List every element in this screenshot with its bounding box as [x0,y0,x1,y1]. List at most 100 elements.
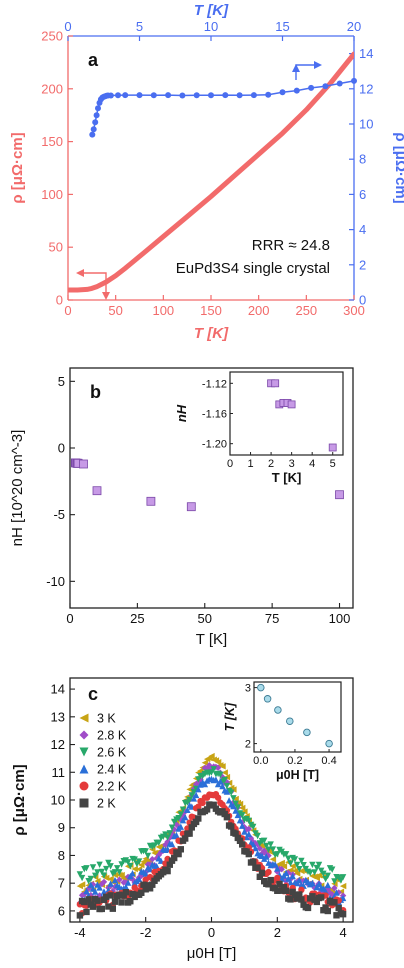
panel-a-left-tick-label: 150 [41,134,63,149]
panel-c-point [300,862,307,869]
panel-a-blue-arrowhead-icon [314,61,322,69]
panel-a-ratio-annotation: RRR ≈ 24.8 [252,237,330,254]
panel-c-y-tick-label: 14 [51,682,65,697]
panel-c-point [267,841,274,848]
panel-a-left-axis-label: ρ [μΩ·cm] [9,132,26,203]
panel-b-letter: b [90,382,101,402]
panel-c-inset-point [257,683,265,692]
panel-c-point [103,874,110,882]
panel-c-point [285,869,292,876]
panel-c-point [282,851,290,858]
panel-c-point [186,786,193,793]
panel-c-point [315,880,323,887]
panel-c-point [263,853,270,860]
panel-a-top-tick-label: 10 [204,19,218,34]
panel-c-point [250,858,257,865]
panel-c-point [164,838,171,845]
panel-b-point [186,502,196,512]
panel-c-inset-point [263,695,272,703]
panel-a-blue-point [122,92,129,99]
panel-b-y-tick-label: -10 [46,574,65,589]
panel-b-inset-x-tick-label: 2 [268,458,274,470]
panel-c-point [177,846,184,853]
panel-c-point [153,862,160,870]
panel-a-right-tick-label: 14 [359,46,373,61]
panel-c-y-tick-label: 10 [51,793,65,808]
panel-c-point [149,856,156,863]
panel-a-left-tick-label: 100 [41,187,63,202]
panel-a-blue-point [93,112,100,119]
panel-a-red-series-line [68,51,354,293]
panel-c-point [155,839,162,846]
panel-c-legend-marker [79,781,89,791]
panel-c-point [339,874,347,881]
panel-c-point [153,855,160,862]
panel-c-point [83,865,90,872]
panel-c-point [124,879,132,886]
panel-c-point [232,795,239,803]
panel-c-point [111,898,119,905]
panel-c-point [94,869,101,876]
panel-c-point [245,850,252,858]
panel-c-point [100,878,108,886]
panel-b-point [335,490,344,500]
panel-c-point [186,830,193,837]
panel-c-point [245,830,252,838]
panel-c-point [228,789,235,796]
panel-c-inset-y-tick-label: 2 [245,739,251,751]
panel-a-blue-point [136,92,143,99]
panel-c-point [146,861,154,868]
panel-a-blue-arrowhead-icon [292,64,300,72]
panel-a-top-tick-label: 20 [347,19,361,34]
panel-c-point [131,856,138,863]
panel-a-blue-point [115,92,121,99]
panel-c-point [245,817,252,824]
panel-c-inset-x-axis-label: μ0H [T] [276,768,319,782]
panel-c-point [138,861,145,869]
panel-c-point [339,911,347,918]
panel-c-point [76,871,84,878]
panel-b-x-tick-label: 100 [329,611,351,626]
panel-c-point [212,776,220,783]
panel-c-point [276,880,283,888]
panel-c-x-tick-label: 2 [274,925,281,940]
panel-c-point [274,851,281,858]
panel-c-point [221,769,228,776]
panel-c-point [282,887,290,894]
panel-b-y-tick-label: -5 [53,507,65,522]
panel-c-point [324,907,331,915]
panel-b-x-tick-label: 75 [265,611,279,626]
panel-c-point [274,874,281,882]
panel-c-point [190,795,198,802]
panel-a-right-tick-label: 6 [359,187,366,202]
panel-c-point [315,861,323,869]
panel-c-point [322,904,329,911]
panel-a-bottom-tick-label: 300 [343,303,365,318]
panel-b-inset-x-tick-label: 5 [330,458,336,470]
panel-b-inset-x-tick-label: 1 [247,458,253,470]
panel-c-point [92,888,99,895]
panel-a-bottom-tick-label: 150 [200,303,222,318]
panel-a-bottom-axis-label: T [K] [194,325,229,342]
panel-a-blue-point [250,92,257,99]
panel-c-series-2_6K [76,766,347,885]
panel-a-blue-point [90,126,97,133]
panel-c-point [285,875,292,882]
panel-c-point [252,844,259,852]
panel-a-bottom-tick-label: 0 [64,303,71,318]
panel-c-point [208,765,215,773]
panel-c-point [335,904,342,912]
panel-c-legend-marker [79,764,89,774]
panel-a-blue-point [150,92,157,99]
panel-c-point [239,841,246,848]
panel-a-bottom-tick-label: 250 [295,303,317,318]
panel-c-legend-marker [79,730,89,740]
panel-c-point [265,881,272,888]
panel-a-blue-point [179,92,186,99]
panel-c-point [103,865,110,873]
panel-b-frame [69,367,354,609]
panel-c-point [271,861,279,868]
